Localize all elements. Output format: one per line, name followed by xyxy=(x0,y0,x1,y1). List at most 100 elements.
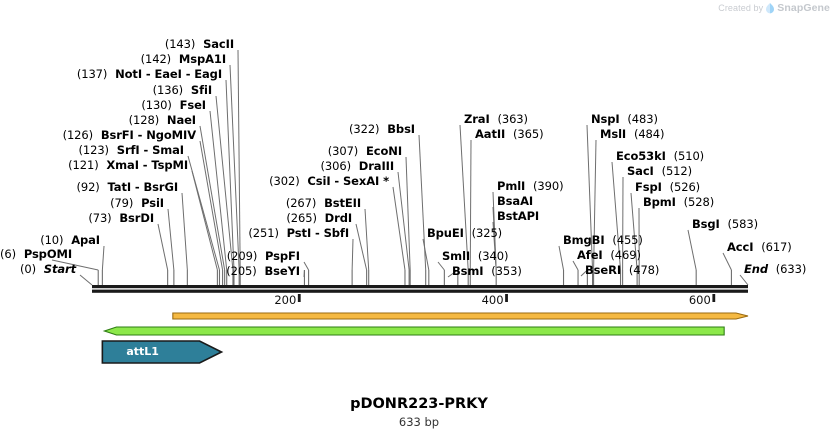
leader-line xyxy=(586,124,594,271)
leader-line xyxy=(51,259,99,271)
enzyme-position: (6) xyxy=(0,247,16,261)
enzyme-label: (130) FseI xyxy=(0,99,206,112)
enzyme-name: FspI xyxy=(635,180,662,194)
ruler-tick xyxy=(505,294,508,302)
enzyme-position: (455) xyxy=(612,233,643,247)
enzyme-position: (130) xyxy=(141,98,172,112)
restriction-tickmarks-group xyxy=(97,270,732,285)
enzyme-label: (142) MspA1I xyxy=(0,53,226,66)
enzyme-position: (512) xyxy=(661,164,693,178)
feature-green-feature[interactable] xyxy=(102,326,725,336)
enzyme-label: (128) NaeI xyxy=(0,114,196,127)
ruler-tick-label: 200 xyxy=(274,293,297,307)
enzyme-position: (528) xyxy=(683,195,715,209)
enzyme-label: (79) PsiI xyxy=(0,197,164,210)
terminal-name: Start xyxy=(43,262,76,276)
enzyme-position: (583) xyxy=(727,217,759,231)
enzyme-name: BmgBI xyxy=(563,233,605,247)
enzyme-name: BbsI xyxy=(387,122,415,136)
enzyme-position: (365) xyxy=(513,127,544,141)
watermark-prefix: Created by xyxy=(718,3,764,13)
enzyme-position: (363) xyxy=(497,112,528,126)
ruler-tick xyxy=(712,294,716,302)
enzyme-label: (123) SrfI - SmaI xyxy=(0,144,185,157)
enzyme-position: (126) xyxy=(62,128,94,142)
feature-attL1[interactable] xyxy=(101,340,224,364)
enzyme-label: Eco53kI (510) xyxy=(616,150,704,163)
terminal-label: End (633) xyxy=(744,263,806,276)
enzyme-name: SmlI xyxy=(442,249,471,263)
ruler-tick xyxy=(297,294,301,302)
enzyme-name: DraIII xyxy=(358,159,394,173)
leader-line xyxy=(351,238,354,271)
enzyme-name: SacII xyxy=(203,37,234,51)
enzyme-position: (136) xyxy=(152,83,184,97)
enzyme-position: (478) xyxy=(628,263,660,277)
enzyme-label: PmlI (390) xyxy=(497,180,564,193)
enzyme-name: BseRI xyxy=(585,263,622,277)
enzyme-label: (10) ApaI xyxy=(0,234,100,247)
leader-line xyxy=(364,208,370,271)
leader-line xyxy=(225,79,235,271)
leader-line xyxy=(558,245,565,271)
leader-line xyxy=(492,221,497,271)
enzyme-name: PstI - SbfI xyxy=(286,226,349,240)
ruler-tick-label: 600 xyxy=(688,293,711,307)
enzyme-label: FspI (526) xyxy=(635,181,700,194)
enzyme-label: (267) BstEII xyxy=(0,197,361,210)
enzyme-name: PsiI xyxy=(141,196,164,210)
title-block: pDONR223-PRKY 633 bp xyxy=(0,396,838,429)
leader-line xyxy=(469,139,472,271)
enzyme-name: BsrFI - NgoMIV xyxy=(100,128,196,142)
enzyme-label: NspI (483) xyxy=(591,113,658,126)
enzyme-label: (137) NotI - EaeI - EagI xyxy=(0,68,222,81)
leader-line xyxy=(687,229,697,271)
backbone-strand-top xyxy=(92,285,748,289)
leader-line xyxy=(437,261,445,271)
enzyme-label: BsaAI xyxy=(497,195,533,208)
enzyme-name: DrdI xyxy=(324,211,352,225)
leader-line xyxy=(392,186,406,271)
enzyme-position: (143) xyxy=(164,37,196,51)
enzyme-label: (307) EcoNI xyxy=(0,145,402,158)
enzyme-label: SacI (512) xyxy=(627,165,692,178)
enzyme-label: (73) BsrDI xyxy=(0,212,154,225)
leader-line xyxy=(229,64,240,271)
enzyme-position: (79) xyxy=(110,196,134,210)
enzyme-name: BsrDI xyxy=(119,211,154,225)
leader-line xyxy=(722,252,732,271)
enzyme-position: (73) xyxy=(88,211,112,225)
enzyme-label: BseRI (478) xyxy=(585,264,659,277)
enzyme-position: (617) xyxy=(761,240,792,254)
enzyme-position: (340) xyxy=(477,249,509,263)
enzyme-label: (92) TatI - BsrGI xyxy=(0,181,178,194)
enzyme-name: TatI - BsrGI xyxy=(107,180,179,194)
enzyme-label: SmlI (340) xyxy=(442,250,508,263)
leader-line xyxy=(215,95,234,271)
enzyme-label: (121) XmaI - TspMI xyxy=(0,159,188,172)
enzyme-position: (469) xyxy=(610,248,641,262)
snapgene-logo-icon xyxy=(766,2,775,13)
enzyme-name: EcoNI xyxy=(366,144,402,158)
enzyme-name: BpuEI xyxy=(427,226,464,240)
enzyme-label: (302) CsiI - SexAI * xyxy=(0,175,389,188)
enzyme-label: (126) BsrFI - NgoMIV xyxy=(0,128,197,142)
enzyme-name: FseI xyxy=(179,98,206,112)
enzyme-label: MslI (484) xyxy=(600,128,664,141)
leader-line xyxy=(739,274,749,286)
leader-line xyxy=(187,155,220,271)
backbone-strand-bottom xyxy=(92,289,748,293)
enzyme-name: AfeI xyxy=(577,248,603,262)
enzyme-name: BpmI xyxy=(643,195,676,209)
enzyme-name: MslI xyxy=(600,127,627,141)
enzyme-name: BstEII xyxy=(324,196,361,210)
enzyme-position: (251) xyxy=(248,226,279,240)
enzyme-name: BseYI xyxy=(264,264,300,278)
enzyme-name: XmaI - TspMI xyxy=(106,158,188,172)
enzyme-label: (322) BbsI xyxy=(0,123,415,136)
leader-line xyxy=(459,124,469,271)
enzyme-label: (265) DrdI xyxy=(0,212,352,225)
enzyme-name: ApaI xyxy=(71,233,100,247)
enzyme-position: (306) xyxy=(320,159,352,173)
feature-orange-feature[interactable] xyxy=(172,312,749,320)
